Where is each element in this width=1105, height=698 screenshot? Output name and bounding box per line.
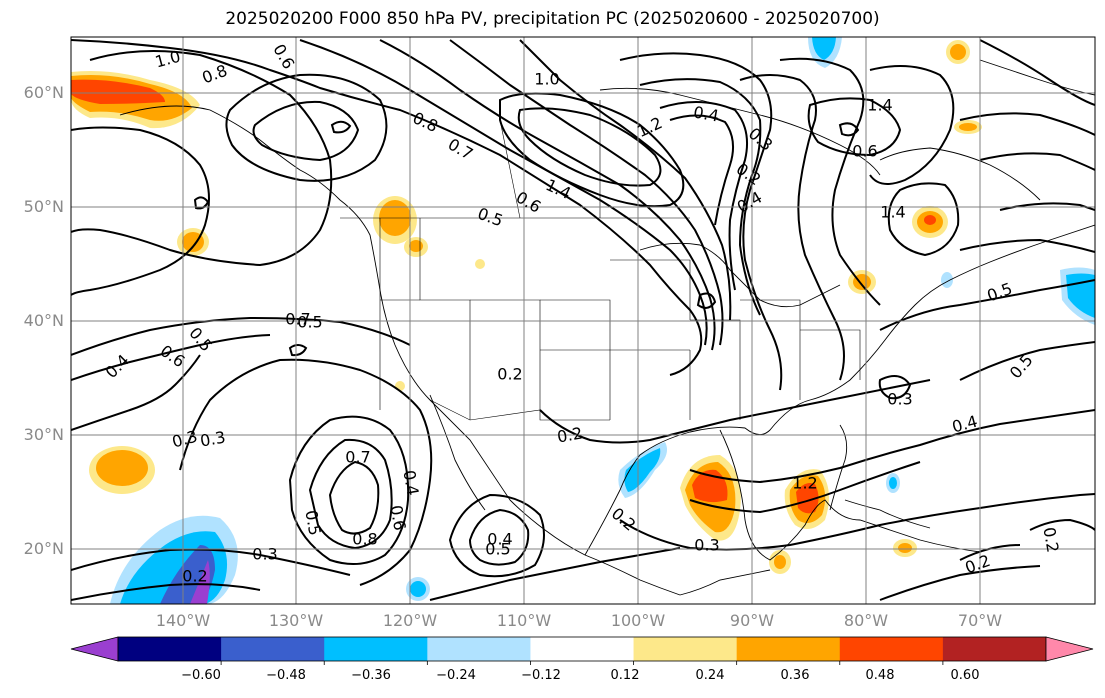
colorbar-extend-left [70,636,119,662]
colorbar-tick-label: −0.48 [266,668,306,683]
colorbar-cell [839,637,944,661]
colorbar-ticks [220,661,944,665]
map-title: 2025020200 F000 850 hPa PV, precipitatio… [225,9,880,29]
contour-label: 0.5 [297,313,322,332]
colorbar-cells [117,636,1047,662]
contour-label: 0.4 [399,469,422,497]
precip-shading [71,37,1095,604]
colorbar-cell [118,637,222,661]
colorbar-cell [530,637,635,661]
contour-label: 0.4 [487,530,512,549]
contour-label: 1.2 [792,474,817,493]
contour-label: 0.3 [199,427,227,450]
contour-label: 0.2 [182,567,207,586]
contour-label: 0.5 [485,540,510,559]
contour-label: 0.3 [694,536,719,555]
colorbar-cell [427,637,531,661]
contour-label: 0.6 [386,504,409,532]
colorbar-tick-label: 0.12 [610,668,640,683]
contour-label: 1.4 [880,203,905,222]
pv-contours [71,39,1095,601]
colorbar-cell [221,637,325,661]
lon-label-100w: 100°W [610,611,666,630]
lat-label-50n: 50°N [23,197,64,216]
colorbar-tick-label: 0.60 [950,668,980,683]
contour-label: 0.7 [285,310,310,329]
colorbar-cell [736,637,841,661]
contour-label: 0.8 [352,530,377,549]
colorbar-tick-label: 0.36 [780,668,810,683]
colorbar-cell [633,637,738,661]
lon-label-90w: 90°W [729,611,775,630]
colorbar-tick-label: −0.36 [351,668,391,683]
colorbar-tick-label: −0.12 [521,668,561,683]
colorbar-cell [942,637,1047,661]
lat-label-20n: 20°N [23,539,64,558]
lon-label-70w: 70°W [957,611,1003,630]
lon-label-140w: 140°W [155,611,211,630]
contour-label: 0.2 [556,423,584,446]
lon-label-80w: 80°W [843,611,889,630]
lon-label-130w: 130°W [268,611,324,630]
colorbar-cell [324,637,428,661]
colorbar-tick-label: −0.60 [181,668,221,683]
contour-label: 1.0 [534,70,559,89]
contour-label: 1.4 [867,96,892,115]
contour-label: 0.4 [692,102,720,125]
contour-label: 0.2 [1039,526,1062,554]
colorbar-tick-label: −0.24 [436,668,476,683]
gridlines [71,37,1095,604]
colorbar [70,636,1094,665]
lon-label-120w: 120°W [382,611,438,630]
contour-labels: 1.00.80.60.50.40.30.20.71.41.21.00.80.70… [102,41,1063,586]
colorbar-tick-label: 0.24 [695,668,725,683]
lat-label-30n: 30°N [23,425,64,444]
map-frame [70,36,1096,605]
colorbar-extend-right [1045,636,1094,662]
lat-label-60n: 60°N [23,83,64,102]
coastlines [119,59,1095,596]
contour-label: 0.6 [852,142,877,161]
contour-label: 0.2 [497,365,522,384]
contour-label: 0.3 [887,390,912,409]
lon-label-110w: 110°W [496,611,552,630]
lat-label-40n: 40°N [23,311,64,330]
colorbar-tick-label: 0.48 [865,668,895,683]
contour-label: 0.5 [301,509,324,537]
contour-label: 0.7 [345,448,370,467]
contour-label: 0.3 [252,545,277,564]
